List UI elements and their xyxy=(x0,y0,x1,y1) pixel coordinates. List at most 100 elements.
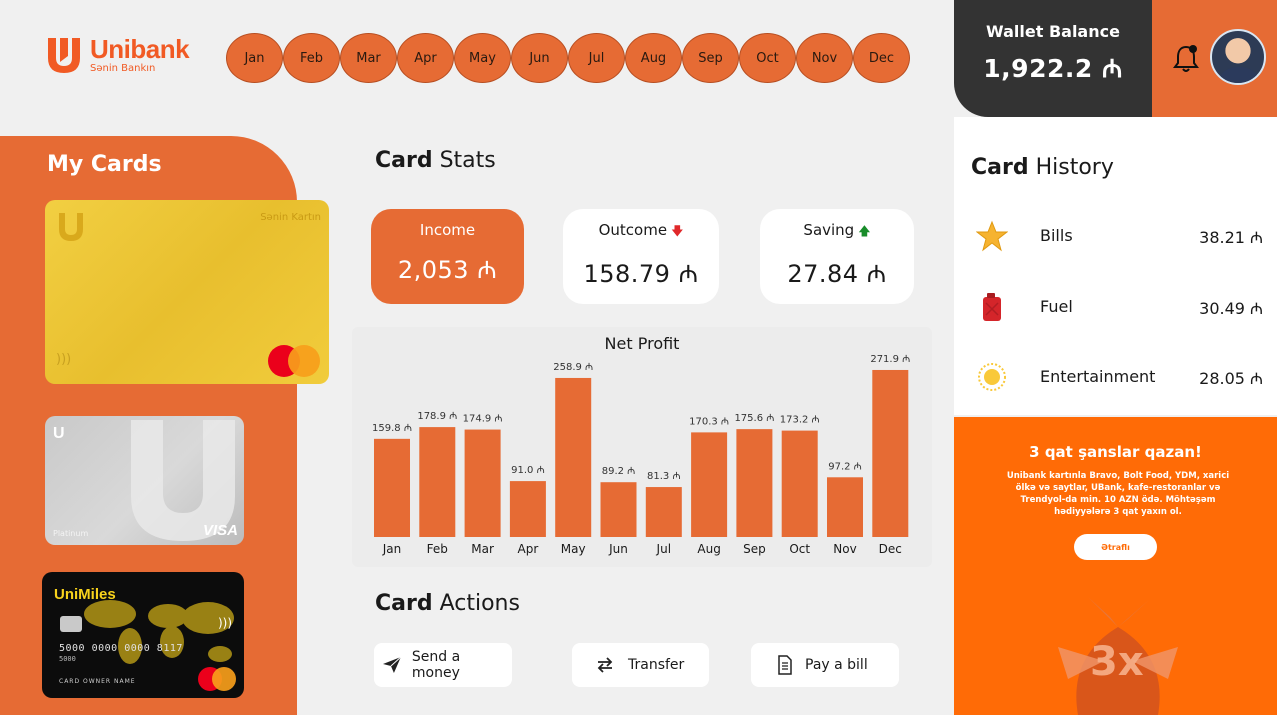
outcome-stat[interactable]: Outcome 🡇 158.79 ₼ xyxy=(563,209,719,304)
month-oct-button[interactable]: Oct xyxy=(739,33,796,83)
bar-feb[interactable] xyxy=(419,427,456,537)
month-apr-button[interactable]: Apr xyxy=(397,33,454,83)
history-item-name: Bills xyxy=(1040,226,1073,245)
outcome-value: 158.79 ₼ xyxy=(583,260,699,288)
history-item-amount: 30.49 ₼ xyxy=(1199,299,1263,318)
bar-apr[interactable] xyxy=(509,481,546,537)
bar-value-label: 258.9 ₼ xyxy=(553,362,593,373)
bar-value-label: 271.9 ₼ xyxy=(870,354,910,365)
history-item-entertainment[interactable]: Entertainment 28.05 ₼ xyxy=(954,357,1277,397)
history-item-bills[interactable]: Bills 38.21 ₼ xyxy=(954,216,1277,256)
bar-value-label: 81.3 ₼ xyxy=(647,471,681,482)
promo-details-button[interactable]: Ətraflı xyxy=(1074,534,1157,560)
sun-icon xyxy=(978,363,1006,391)
logo-name: Unibank xyxy=(90,34,190,64)
bar-value-label: 170.3 ₼ xyxy=(689,416,729,427)
history-item-name: Fuel xyxy=(1040,297,1073,316)
bill-icon xyxy=(778,655,792,675)
fuel-can-icon xyxy=(983,293,1001,321)
visa-icon: VISA xyxy=(202,522,238,539)
gold-card[interactable]: Sənin Kartın ))) xyxy=(45,200,329,384)
month-mar-button[interactable]: Mar xyxy=(340,33,397,83)
month-jul-button[interactable]: Jul xyxy=(568,33,625,83)
bar-value-label: 178.9 ₼ xyxy=(417,411,457,422)
bar-sep[interactable] xyxy=(736,429,773,537)
transfer-icon xyxy=(597,657,613,673)
bar-jul[interactable] xyxy=(645,487,682,537)
month-nov-button[interactable]: Nov xyxy=(796,33,853,83)
bar-value-label: 175.6 ₼ xyxy=(734,413,774,424)
my-cards-title: My Cards xyxy=(47,152,162,177)
bar-dec[interactable] xyxy=(872,369,909,537)
logo-tagline: Sənin Bankın xyxy=(90,63,156,74)
month-feb-button[interactable]: Feb xyxy=(283,33,340,83)
month-aug-button[interactable]: Aug xyxy=(625,33,682,83)
unimiles-card[interactable]: UniMiles ))) 5000 0000 0000 8117 5000 CA… xyxy=(42,572,244,698)
history-item-name: Entertainment xyxy=(1040,367,1156,386)
x-tick-label: May xyxy=(561,542,586,556)
bar-jan[interactable] xyxy=(374,438,410,537)
bar-value-label: 159.8 ₼ xyxy=(372,423,412,434)
bar-value-label: 89.2 ₼ xyxy=(602,466,636,477)
income-value: 2,053 ₼ xyxy=(397,256,498,284)
arrow-up-icon: 🡅 xyxy=(858,224,871,238)
bar-aug[interactable] xyxy=(691,432,728,537)
promo-banner[interactable]: 3 qat şanslar qazan! Unibank kartınla Br… xyxy=(954,417,1277,715)
bar-mar[interactable] xyxy=(464,429,501,537)
x-tick-label: Dec xyxy=(879,542,902,556)
bar-oct[interactable] xyxy=(781,430,818,537)
card-name: Sənin Kartın xyxy=(260,212,321,223)
income-stat[interactable]: Income 2,053 ₼ xyxy=(371,209,524,304)
history-item-fuel[interactable]: Fuel 30.49 ₼ xyxy=(954,287,1277,327)
send-money-button[interactable]: Send a money xyxy=(374,643,512,687)
promo-headline: 3 qat şanslar qazan! xyxy=(1029,443,1202,461)
card-owner: CARD OWNER NAME xyxy=(59,678,136,685)
bar-value-label: 97.2 ₼ xyxy=(828,461,862,472)
history-item-amount: 28.05 ₼ xyxy=(1199,369,1263,388)
chip-icon xyxy=(60,616,82,632)
net-profit-chart: Net Profit 159.8 ₼ Jan 178.9 ₼ Feb 174.9 ₼ Mar… xyxy=(352,327,932,567)
dragon-3x-illustration-icon: 3x xyxy=(1058,597,1178,715)
wallet-label: Wallet Balance xyxy=(986,22,1120,41)
platinum-card[interactable]: U Platinum VISA xyxy=(45,416,244,545)
x-tick-label: Sep xyxy=(743,542,766,556)
month-may-button[interactable]: May xyxy=(454,33,511,83)
card-history-panel: Card History Bills 38.21 ₼ Fuel 30.49 ₼ … xyxy=(954,117,1277,415)
wallet-amount: 1,922.2 ₼ xyxy=(983,54,1123,83)
x-tick-label: Apr xyxy=(518,542,539,556)
bar-may[interactable] xyxy=(555,377,592,537)
pay-bill-label: Pay a bill xyxy=(805,657,868,673)
world-map-icon xyxy=(84,600,234,664)
avatar[interactable] xyxy=(1210,29,1266,85)
bar-nov[interactable] xyxy=(827,477,863,537)
unibank-card-logo-icon xyxy=(59,213,83,241)
month-sep-button[interactable]: Sep xyxy=(682,33,739,83)
send-icon xyxy=(382,656,402,673)
u-watermark-icon xyxy=(131,420,235,541)
transfer-button[interactable]: Transfer xyxy=(572,643,709,687)
x-tick-label: Nov xyxy=(833,542,856,556)
svg-text:3x: 3x xyxy=(1090,639,1144,685)
x-tick-label: Feb xyxy=(427,542,448,556)
mastercard-icon xyxy=(198,667,236,691)
x-tick-label: Jul xyxy=(656,542,671,556)
contactless-icon: ))) xyxy=(217,616,232,630)
user-area xyxy=(1152,0,1277,117)
card-tier: Platinum xyxy=(53,529,89,538)
month-jun-button[interactable]: Jun xyxy=(511,33,568,83)
saving-stat[interactable]: Saving 🡅 27.84 ₼ xyxy=(760,209,914,304)
x-tick-label: Oct xyxy=(789,542,810,556)
card-history-title: Card History xyxy=(971,155,1114,180)
income-label: Income xyxy=(419,221,476,239)
outcome-label: Outcome xyxy=(598,221,668,239)
contactless-icon: ))) xyxy=(56,352,72,367)
bell-icon[interactable] xyxy=(1172,42,1200,74)
bar-jun[interactable] xyxy=(600,482,637,537)
month-dec-button[interactable]: Dec xyxy=(853,33,910,83)
month-jan-button[interactable]: Jan xyxy=(226,33,283,83)
arrow-down-icon: 🡇 xyxy=(671,224,684,238)
unibank-logo[interactable]: Unibank Sənin Bankın xyxy=(44,34,190,74)
bar-value-label: 91.0 ₼ xyxy=(511,465,545,476)
star-icon xyxy=(976,220,1008,252)
pay-bill-button[interactable]: Pay a bill xyxy=(751,643,899,687)
